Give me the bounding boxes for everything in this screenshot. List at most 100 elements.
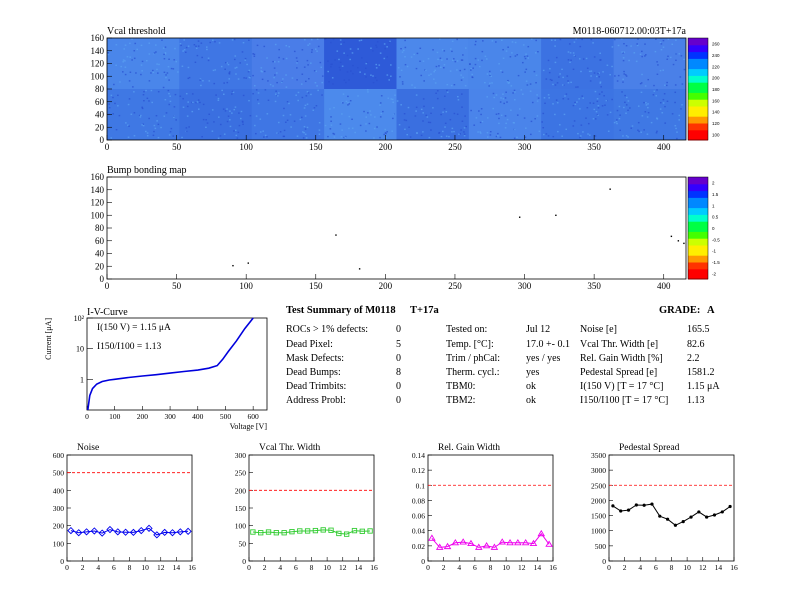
pixel-noise [547,135,550,137]
pixel-noise [121,71,124,73]
pixel-noise [365,130,367,132]
x-tick-label: 200 [137,412,149,421]
pixel-noise [334,59,336,61]
pixel-noise [302,137,305,139]
pixel-noise [624,74,627,76]
pixel-noise [415,106,418,109]
pixel-noise [321,94,323,96]
pixel-noise [330,116,332,118]
x-tick-label: 4 [96,563,100,572]
colorbar-label: 180 [712,87,720,92]
pixel-noise [316,85,318,87]
colorbar-bin [688,248,708,253]
pixel-noise [263,45,266,48]
pixel-noise [195,47,198,50]
y-tick-label: 140 [91,46,105,56]
x-tick-label: 12 [157,563,165,572]
pixel-noise [262,130,264,132]
pixel-noise [115,64,117,67]
pixel-noise [158,63,160,66]
pixel-noise [372,75,374,77]
roc-fill [251,38,325,89]
pixel-noise [623,70,625,73]
colorbar-bin [688,38,708,42]
pixel-noise [577,86,579,88]
pixel-noise [659,108,662,110]
colorbar-label: -1 [712,249,716,254]
pixel-noise [449,70,452,72]
pixel-noise [656,117,658,119]
y-tick-label: 20 [95,261,105,271]
pixel-noise [580,124,583,126]
colorbar-bin [688,92,708,97]
pixel-noise [527,45,530,48]
pixel-noise [464,85,467,87]
pixel-noise [174,47,176,50]
pixel-noise [509,56,512,58]
pixel-noise [594,90,597,93]
pixel-noise [607,130,610,132]
pixel-noise [473,124,476,126]
x-tick-label: 4 [457,563,461,572]
pixel-noise [524,57,527,60]
pixel-noise [197,99,200,101]
pixel-noise [401,81,404,83]
data-point [289,529,295,535]
x-tick-label: 400 [657,281,671,291]
data-point [98,529,106,537]
pixel-noise [129,71,132,73]
pixel-noise [512,92,514,94]
pixel-noise [639,82,642,85]
pixel-noise [181,65,184,67]
pixel-noise [567,82,570,84]
pixel-noise [521,61,524,64]
pixel-noise [196,101,199,103]
dead-bump-pixel [609,188,611,190]
y-tick-label: 0 [421,557,425,566]
x-tick-label: 12 [339,563,347,572]
pixel-noise [330,63,332,66]
pixel-noise [196,54,199,57]
pixel-noise [510,109,512,111]
pixel-noise [124,66,127,68]
pixel-noise [345,100,348,103]
pixel-noise [113,83,115,86]
pixel-noise [427,58,430,60]
pixel-noise [146,135,149,137]
pixel-noise [167,89,170,92]
pixel-noise [263,136,265,138]
pixel-noise [514,41,517,44]
pixel-noise [257,99,259,101]
pixel-noise [108,106,111,109]
pixel-noise [679,76,682,78]
pixel-noise [318,133,321,135]
pixel-noise [398,123,401,126]
y-tick-label: 2500 [591,481,606,490]
data-point [250,529,256,535]
x-tick-label: 350 [587,142,601,152]
pixel-noise [375,79,378,82]
pixel-noise [293,50,296,53]
pixel-noise [163,53,165,56]
data-point [176,528,184,536]
roc-fill [541,38,614,89]
pixel-noise [419,60,421,62]
pixel-noise [639,53,642,56]
pixel-noise [542,69,545,72]
pixel-noise [469,63,471,65]
pixel-noise [440,66,442,69]
pixel-noise [565,93,568,95]
pixel-noise [332,83,334,85]
y-tick-label: 150 [235,504,247,513]
pixel-noise [340,136,343,138]
pixel-noise [256,44,259,47]
pixel-noise [574,103,577,105]
pixel-noise [259,118,262,120]
x-tick-label: 12 [518,563,526,572]
pixel-noise [237,78,240,80]
pixel-noise [616,122,618,125]
pixel-noise [173,106,176,108]
pixel-noise [445,111,448,113]
pixel-noise [579,108,581,110]
colorbar-bin [688,238,708,243]
